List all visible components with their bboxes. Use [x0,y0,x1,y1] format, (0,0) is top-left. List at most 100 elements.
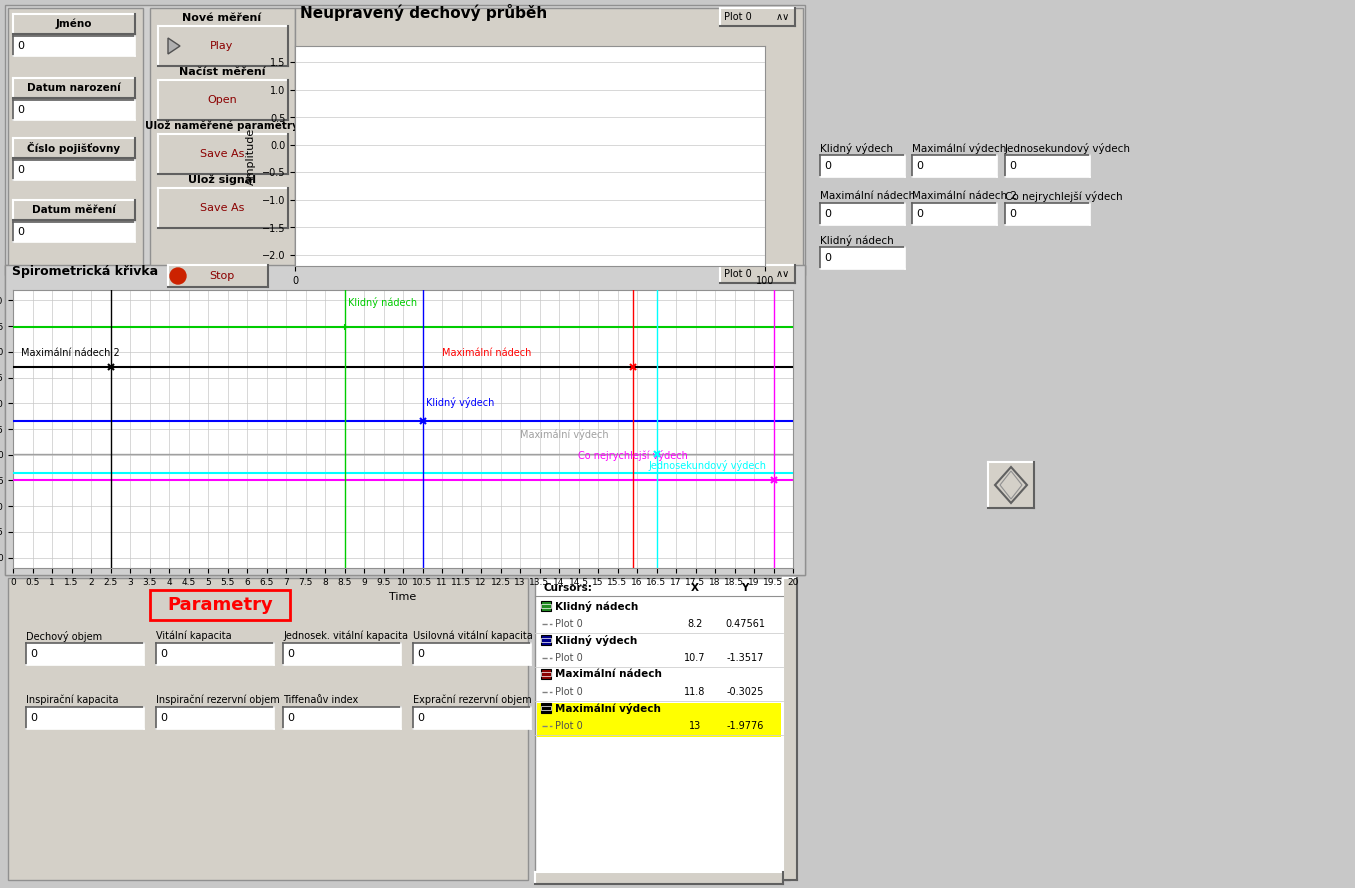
Bar [14,160,136,180]
Polygon shape [168,38,180,54]
Text: ∧∨: ∧∨ [776,269,790,279]
Text: 0.47561: 0.47561 [725,619,766,629]
Bar [537,703,780,737]
Text: Dechový objem: Dechový objem [26,630,102,641]
Bar [159,188,289,228]
Text: 11.8: 11.8 [684,687,706,697]
Text: Stop: Stop [210,271,234,281]
Text: Play: Play [210,41,233,51]
Text: ∧∨: ∧∨ [776,12,790,22]
Text: Spirometrická křivka: Spirometrická křivka [12,265,159,277]
Text: Maximální výdech: Maximální výdech [556,702,661,713]
Bar [283,707,401,729]
Bar [541,601,551,611]
Text: 0: 0 [916,161,923,171]
Bar [912,203,997,225]
Text: 0: 0 [824,253,831,263]
Text: Klidný nádech: Klidný nádech [556,600,638,612]
Bar [163,91,182,105]
Bar [1005,203,1089,225]
Text: Usilovná vitální kapacita: Usilovná vitální kapacita [413,630,533,641]
Bar [783,578,797,880]
Text: Inspirační rezervní objem: Inspirační rezervní objem [156,694,279,705]
Text: Exprační rezervní objem: Exprační rezervní objem [413,694,531,705]
Bar [26,643,144,665]
X-axis label: Time: Time [516,291,543,301]
Bar [820,155,905,177]
Text: Y: Y [741,583,749,593]
Bar [14,36,136,56]
Bar [413,643,531,665]
Bar [814,5,1350,295]
Text: 0: 0 [1009,209,1016,219]
Bar [159,80,289,120]
Bar [14,100,136,120]
Text: Co nejrychlejší výdech: Co nejrychlejší výdech [1005,191,1123,202]
Bar [14,222,136,242]
Bar [150,590,290,620]
Text: Maximální výdech: Maximální výdech [912,142,1007,154]
Bar [541,703,551,713]
Text: Jednosekundový výdech: Jednosekundový výdech [1005,142,1131,154]
Bar [8,578,528,880]
Text: Co nejrychlejší výdech: Co nejrychlejší výdech [579,450,688,461]
Text: Plot 0: Plot 0 [556,721,583,731]
Text: 10.7: 10.7 [684,653,706,663]
Text: Ulož signál: Ulož signál [188,175,256,186]
Bar [535,578,790,880]
Y-axis label: Amplitude: Amplitude [247,127,256,185]
Text: -0.3025: -0.3025 [726,687,764,697]
Text: 0: 0 [1009,161,1016,171]
Text: X: X [175,271,182,281]
Text: Open: Open [207,95,237,105]
Bar [541,638,551,642]
Text: Jednosekundový výdech: Jednosekundový výdech [649,460,767,472]
Bar [156,643,274,665]
Bar [720,8,795,26]
Bar [541,672,551,676]
Bar [1005,155,1089,177]
Bar [5,5,805,275]
Text: Plot 0: Plot 0 [556,653,583,663]
Text: X: X [691,583,699,593]
Bar [156,707,274,729]
Text: Plot 0: Plot 0 [724,12,752,22]
Text: Klidný výdech: Klidný výdech [820,142,893,154]
Text: Maximální nádech 2: Maximální nádech 2 [912,191,1018,201]
Bar [720,265,795,283]
Bar [14,14,136,34]
Text: Načíst měření: Načíst měření [179,67,266,77]
Text: 0: 0 [30,713,37,723]
Text: Tiffenaův index: Tiffenaův index [283,695,358,705]
Bar [163,138,178,152]
Text: Maximální nádech: Maximální nádech [556,669,661,679]
Text: Jednosek. vitální kapacita: Jednosek. vitální kapacita [283,630,408,641]
Text: -1.9776: -1.9776 [726,721,764,731]
Bar [820,247,905,269]
Text: Klidný výdech: Klidný výdech [427,397,495,408]
Text: 0: 0 [18,41,24,51]
Bar [150,8,295,266]
Text: Neupravený dechový průběh: Neupravený dechový průběh [299,4,547,21]
Bar [26,707,144,729]
Text: Ulož naměřené parametry: Ulož naměřené parametry [145,121,299,131]
Text: 8.2: 8.2 [687,619,703,629]
Text: 0: 0 [417,713,424,723]
Bar [541,669,551,679]
Bar [541,706,551,710]
Text: Maximální nádech: Maximální nádech [442,348,531,358]
Text: 0: 0 [824,209,831,219]
Text: 0: 0 [287,713,294,723]
Text: 0: 0 [160,649,167,659]
Text: Klidný nádech: Klidný nádech [820,234,894,245]
Bar [159,26,289,66]
Text: Vitální kapacita: Vitální kapacita [156,630,232,641]
Text: Klidný výdech: Klidný výdech [556,635,637,646]
Text: -1.3517: -1.3517 [726,653,764,663]
Polygon shape [995,467,1027,503]
Bar [820,203,905,225]
Bar [283,643,401,665]
Text: Číslo pojišťovny: Číslo pojišťovny [27,142,121,154]
Bar [163,83,178,93]
Text: Klidný nádech: Klidný nádech [348,297,417,308]
